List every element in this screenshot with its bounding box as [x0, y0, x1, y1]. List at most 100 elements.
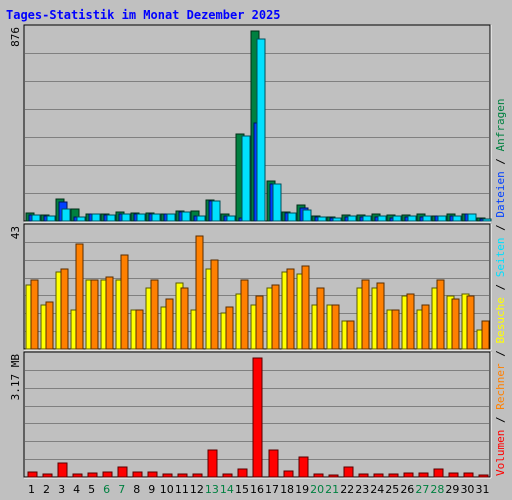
bar-volumen-day-15 — [237, 468, 248, 478]
bar-rechner-day-29 — [451, 298, 460, 350]
bar-rechner-day-12 — [195, 235, 204, 350]
series-volumen — [27, 357, 489, 478]
bar-seiten-day-16 — [256, 38, 266, 222]
bar-seiten-day-25 — [392, 215, 402, 222]
x-tick-label: 6 — [103, 483, 110, 496]
x-tick-label: 31 — [475, 483, 489, 496]
bar-volumen-day-8 — [132, 471, 143, 478]
bar-seiten-day-3 — [61, 208, 71, 222]
bar-seiten-day-14 — [226, 215, 236, 222]
bar-volumen-day-12 — [192, 473, 203, 478]
bar-volumen-day-28 — [433, 468, 444, 478]
bar-volumen-day-14 — [222, 473, 233, 478]
legend-separator: / — [494, 218, 507, 238]
legend-separator: / — [494, 410, 507, 430]
bar-volumen-day-24 — [373, 473, 384, 478]
bar-volumen-day-18 — [283, 470, 294, 478]
bar-rechner-day-3 — [60, 268, 69, 350]
x-tick-label: 5 — [88, 483, 95, 496]
x-tick-label: 30 — [460, 483, 474, 496]
bar-rechner-day-7 — [120, 254, 129, 350]
y-max-label-volume: 3.17 MB — [9, 354, 22, 401]
x-tick-label: 19 — [295, 483, 309, 496]
legend-item-dateien: Dateien — [494, 171, 507, 217]
x-tick-label: 12 — [190, 483, 204, 496]
x-tick-label: 27 — [415, 483, 429, 496]
bar-volumen-day-2 — [42, 473, 53, 478]
y-max-label-hits: 876 — [9, 27, 22, 47]
bar-volumen-day-16 — [252, 357, 263, 478]
bar-volumen-day-31 — [478, 474, 489, 478]
bar-volumen-day-22 — [343, 466, 354, 478]
bar-seiten-day-28 — [437, 215, 447, 222]
bar-seiten-day-27 — [422, 215, 432, 222]
bar-rechner-day-11 — [180, 287, 189, 350]
legend-separator: / — [494, 277, 507, 297]
x-tick-label: 29 — [445, 483, 459, 496]
bar-volumen-day-20 — [313, 473, 324, 478]
panel-hits: 876 — [9, 24, 492, 223]
bar-volumen-day-13 — [207, 449, 218, 478]
x-tick-label: 3 — [58, 483, 65, 496]
bar-rechner-day-15 — [240, 279, 249, 350]
bar-rechner-day-18 — [286, 268, 295, 350]
x-tick-label: 17 — [265, 483, 279, 496]
bar-seiten-day-2 — [46, 215, 56, 222]
panel-visits: 43 — [9, 223, 492, 351]
bar-rechner-day-6 — [105, 276, 114, 350]
bar-seiten-day-22 — [347, 215, 357, 222]
bar-volumen-day-5 — [87, 472, 98, 478]
bar-rechner-day-8 — [135, 309, 144, 350]
bar-rechner-day-20 — [316, 287, 325, 350]
x-tick-label: 8 — [133, 483, 140, 496]
bar-seiten-day-30 — [467, 213, 477, 222]
x-tick-label: 10 — [160, 483, 174, 496]
bar-seiten-day-8 — [136, 213, 146, 222]
bar-seiten-day-31 — [482, 218, 492, 222]
bar-seiten-day-12 — [196, 215, 206, 222]
bar-rechner-day-16 — [255, 295, 264, 350]
bar-volumen-day-11 — [177, 473, 188, 478]
bar-rechner-day-25 — [391, 309, 400, 350]
bar-seiten-day-7 — [121, 213, 131, 222]
x-tick-label: 24 — [370, 483, 384, 496]
bar-rechner-day-27 — [421, 304, 430, 350]
bar-volumen-day-3 — [57, 462, 68, 478]
x-tick-label: 15 — [235, 483, 249, 496]
bar-rechner-day-4 — [75, 243, 84, 350]
x-tick-label: 26 — [400, 483, 414, 496]
bar-rechner-day-28 — [436, 279, 445, 350]
x-axis-labels: 1 2 3 4 5 6 7 8 9 10 11 12 13 14 15 16 17 18 19 20 21 22 23 24 2… — [28, 483, 489, 496]
x-tick-label: 14 — [220, 483, 234, 496]
bar-seiten-day-1 — [31, 214, 41, 222]
bar-rechner-day-9 — [150, 279, 159, 350]
legend-item-volumen: Volumen — [494, 430, 507, 476]
bar-rechner-day-23 — [361, 279, 370, 350]
x-tick-label: 22 — [340, 483, 354, 496]
x-tick-label: 18 — [280, 483, 294, 496]
x-tick-label: 9 — [148, 483, 155, 496]
bar-seiten-day-20 — [317, 216, 327, 222]
bar-volumen-day-17 — [268, 449, 279, 478]
legend-separator: / — [494, 344, 507, 364]
bar-seiten-day-6 — [106, 214, 116, 222]
bar-volumen-day-25 — [388, 473, 399, 478]
x-tick-label: 21 — [325, 483, 339, 496]
bar-volumen-day-23 — [358, 473, 369, 478]
x-tick-label: 28 — [430, 483, 444, 496]
bar-volumen-day-29 — [448, 472, 459, 478]
x-tick-label: 13 — [205, 483, 219, 496]
bar-volumen-day-26 — [403, 472, 414, 478]
bar-rechner-day-2 — [45, 301, 54, 350]
bar-rechner-day-22 — [346, 320, 355, 350]
legend-item-anfragen: Anfragen — [494, 98, 507, 151]
chart-title: Tages-Statistik im Monat Dezember 2025 — [6, 8, 281, 22]
bar-rechner-day-31 — [481, 320, 490, 350]
x-tick-label: 16 — [250, 483, 264, 496]
series-seiten — [31, 38, 492, 222]
bar-seiten-day-9 — [151, 213, 161, 222]
bar-rechner-day-24 — [376, 282, 385, 350]
panel-volume: 3.17 MB — [9, 351, 492, 479]
bar-seiten-day-4 — [76, 216, 86, 222]
x-tick-label: 2 — [43, 483, 50, 496]
